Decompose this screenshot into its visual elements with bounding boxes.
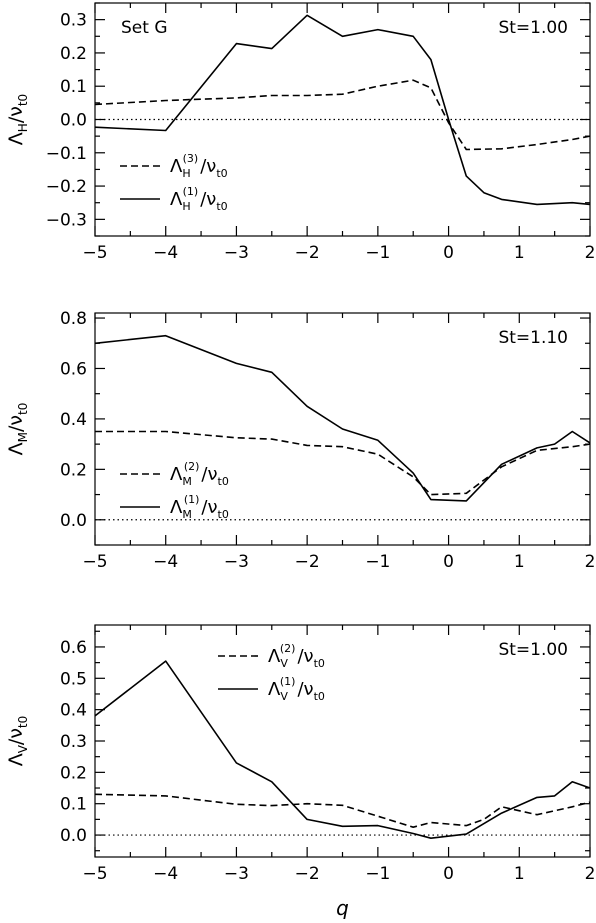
x-tick-label: −1 [365, 552, 390, 572]
x-tick-label: −4 [153, 243, 178, 263]
series-line-solid [94, 660, 591, 840]
y-axis-label: ΛV/νt0 [5, 716, 30, 767]
legend-label: ΛV(2)/νt0 [268, 642, 325, 670]
legend-label: ΛM(2)/νt0 [170, 460, 229, 488]
y-tick-label: 0.0 [60, 111, 87, 131]
y-tick-label: −0.3 [46, 210, 87, 230]
panel-m: −5 −4 −3 −2 −1 0 1 2 0.0 0.2 0.4 0.6 0.8 ΛM/νt0 St=1.1… [5, 309, 595, 572]
x-tick-label: −1 [365, 864, 390, 884]
legend-label: ΛM(1)/νt0 [170, 493, 229, 521]
x-tick-label: −3 [224, 552, 249, 572]
y-tick-label: 0.8 [60, 309, 87, 329]
y-tick-label: 0.2 [60, 763, 87, 783]
legend-label: ΛH(1)/νt0 [170, 185, 228, 213]
y-tick-label: 0.5 [60, 669, 87, 689]
stokes-annotation: St=1.10 [498, 328, 568, 348]
x-tick-label: −4 [153, 864, 178, 884]
y-tick-label: 0.3 [60, 11, 87, 31]
x-tick-label: 0 [443, 243, 454, 263]
stokes-annotation: St=1.00 [498, 640, 568, 660]
y-tick-label: 0.1 [60, 795, 87, 815]
x-tick-label: −2 [295, 243, 320, 263]
series-line-dashed [94, 793, 591, 829]
panel-h: −5 −4 −3 −2 −1 0 1 2 −0.3 −0.2 −0.1 0.0 0.1 0.2 0.3 ΛH/… [5, 2, 596, 263]
x-tick-label: −3 [224, 243, 249, 263]
legend-label: ΛH(3)/νt0 [170, 152, 228, 180]
x-tick-label: −4 [153, 552, 178, 572]
stokes-annotation: St=1.00 [498, 18, 568, 38]
y-axis-label: ΛH/νt0 [5, 94, 30, 145]
x-tick-label: 2 [585, 243, 596, 263]
y-tick-label: 0.3 [60, 732, 87, 752]
set-annotation: Set G [121, 18, 168, 38]
y-tick-label: 0.2 [60, 44, 87, 64]
legend-label: ΛV(1)/νt0 [268, 675, 325, 703]
y-tick-label: 0.4 [60, 701, 87, 721]
x-tick-label: −5 [82, 243, 107, 263]
y-tick-label: 0.2 [60, 460, 87, 480]
x-tick-label: 1 [514, 243, 525, 263]
x-tick-label: 0 [443, 864, 454, 884]
x-tick-label: −2 [295, 864, 320, 884]
y-tick-label: −0.2 [46, 177, 87, 197]
x-tick-label: 2 [585, 552, 596, 572]
x-tick-label: 2 [585, 864, 596, 884]
y-tick-label: 0.0 [60, 826, 87, 846]
y-axis-label: ΛM/νt0 [5, 403, 30, 456]
series-line-solid [94, 14, 591, 206]
y-tick-label: 0.4 [60, 410, 87, 430]
x-tick-label: 1 [514, 864, 525, 884]
y-tick-label: 0.6 [60, 638, 87, 658]
x-tick-label: −5 [82, 864, 107, 884]
series-line-solid [94, 334, 591, 502]
x-tick-label: −2 [295, 552, 320, 572]
x-axis-label: q [336, 896, 349, 920]
x-tick-label: 0 [443, 552, 454, 572]
x-tick-label: 1 [514, 552, 525, 572]
y-tick-label: 0.0 [60, 511, 87, 531]
y-tick-label: 0.1 [60, 77, 87, 97]
panel-v: −5 −4 −3 −2 −1 0 1 2 0.0 0.1 0.2 0.3 0.4 0.5 0.6 ΛV/νt0… [5, 624, 596, 920]
series-line-dashed [95, 430, 591, 496]
y-tick-label: −0.1 [46, 144, 87, 164]
x-tick-label: −3 [224, 864, 249, 884]
series-line-dashed [94, 79, 591, 151]
x-tick-label: −5 [82, 552, 107, 572]
x-tick-label: −1 [365, 243, 390, 263]
y-tick-label: 0.6 [60, 359, 87, 379]
